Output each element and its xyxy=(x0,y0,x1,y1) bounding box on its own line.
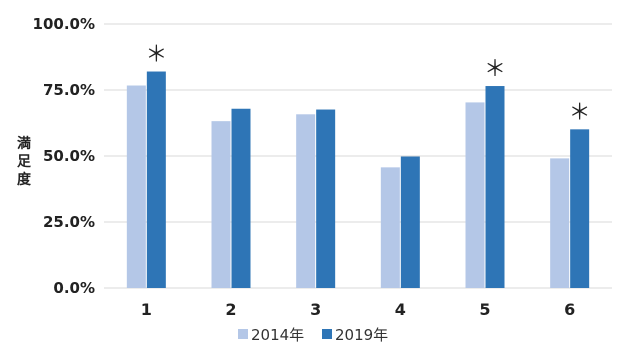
x-tick-label: 6 xyxy=(564,300,575,319)
y-tick-label: 0.0% xyxy=(53,279,95,297)
y-tick-label: 100.0% xyxy=(33,15,95,33)
bar-2014年-1 xyxy=(126,85,146,289)
bar-2014年-5 xyxy=(465,102,485,289)
gridlines xyxy=(104,23,612,289)
x-axis-ticks: 1 2 3 4 5 6 xyxy=(141,300,575,319)
y-axis-ticks: 0.0% 25.0% 50.0% 75.0% 100.0% xyxy=(33,15,95,297)
legend: 2014年 2019年 xyxy=(238,326,388,344)
bar-2019年-1 xyxy=(146,71,166,289)
bar-2019年-5 xyxy=(485,86,505,288)
significance-marker: ＊ xyxy=(484,57,506,82)
bar-2014年-6 xyxy=(550,158,570,288)
annotations: ＊ ＊ ＊ xyxy=(145,43,590,126)
y-tick-label: 75.0% xyxy=(43,81,95,99)
y-axis-title: 満足度 xyxy=(17,135,32,188)
bars xyxy=(126,71,590,289)
bar-2019年-4 xyxy=(400,156,420,288)
bar-2019年-3 xyxy=(316,109,336,288)
significance-marker: ＊ xyxy=(145,43,167,68)
bar-2014年-4 xyxy=(380,167,400,288)
legend-swatch xyxy=(322,329,332,339)
x-tick-label: 5 xyxy=(479,300,490,319)
bar-2014年-3 xyxy=(296,114,316,289)
y-axis-label: 満足度 xyxy=(17,135,32,188)
bar-2019年-2 xyxy=(231,108,251,288)
x-tick-label: 2 xyxy=(225,300,236,319)
significance-marker: ＊ xyxy=(569,100,591,125)
y-tick-label: 25.0% xyxy=(43,213,95,231)
bar-2014年-2 xyxy=(211,121,231,288)
legend-label: 2019年 xyxy=(335,326,388,344)
legend-swatch xyxy=(238,329,248,339)
x-tick-label: 4 xyxy=(395,300,406,319)
bar-2019年-6 xyxy=(570,129,590,288)
legend-label: 2014年 xyxy=(251,326,304,344)
y-tick-label: 50.0% xyxy=(43,147,95,165)
x-tick-label: 1 xyxy=(141,300,152,319)
x-tick-label: 3 xyxy=(310,300,321,319)
